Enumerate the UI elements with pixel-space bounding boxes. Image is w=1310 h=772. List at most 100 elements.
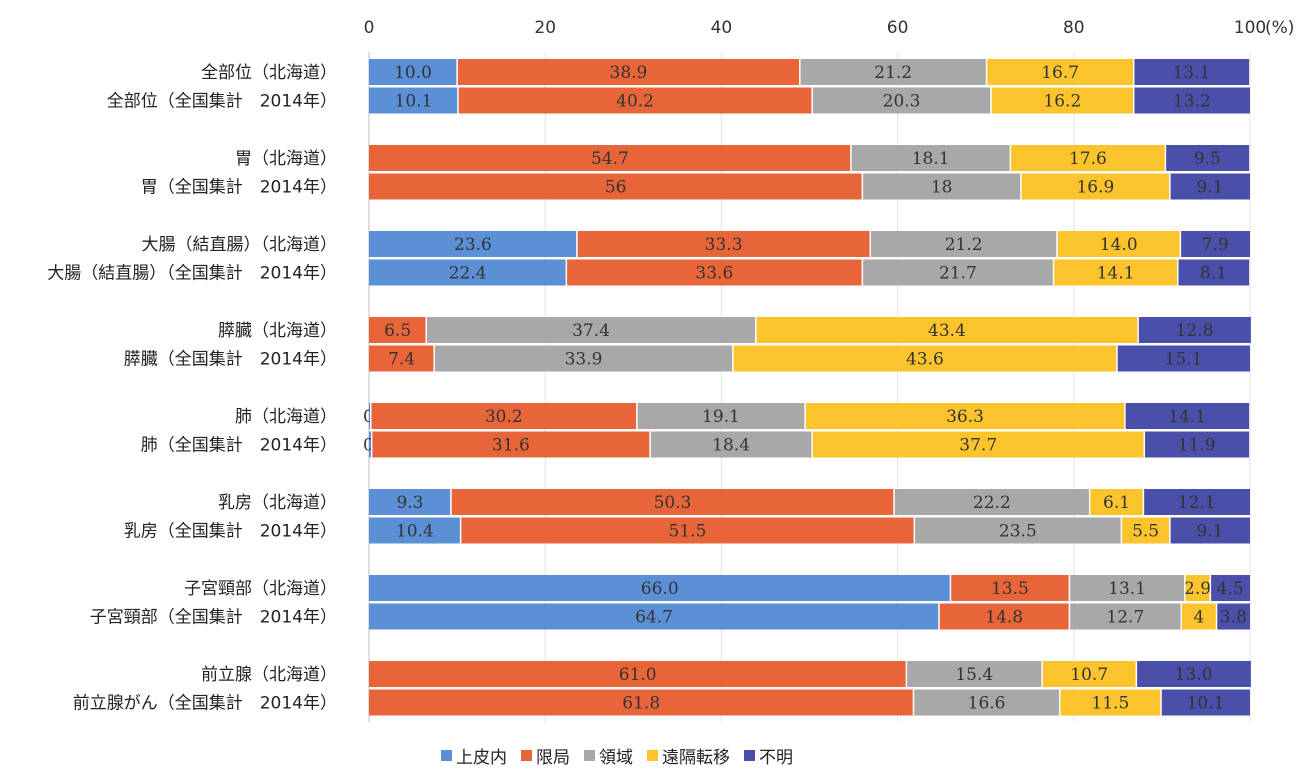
legend-label: 領域 xyxy=(599,748,633,768)
data-label: 31.6 xyxy=(492,436,530,456)
bar-segment xyxy=(434,345,733,372)
data-label: 61.0 xyxy=(619,665,657,685)
bars: 10.0 38.9 21.2 16.7 13.1 10.1 40.2 20.3 16.2 13.2… xyxy=(363,59,1251,716)
category-labels: 全部位（北海道） 全部位（全国集計 2014年） 胃（北海道） 胃（全国集計 2014… xyxy=(47,63,337,714)
data-label: 54.7 xyxy=(591,149,629,169)
data-label: 56 xyxy=(605,178,627,198)
data-label: 6.1 xyxy=(1103,493,1130,513)
bar-segment xyxy=(1133,59,1250,85)
bar-segment xyxy=(870,231,1058,257)
bar-segment xyxy=(990,87,1134,114)
data-label: 12.1 xyxy=(1178,493,1216,513)
bar-segment xyxy=(1143,489,1250,515)
data-label: 37.4 xyxy=(572,321,610,341)
bar-segment xyxy=(369,689,914,716)
bar-segment xyxy=(913,689,1060,716)
data-label: 13.1 xyxy=(1172,63,1210,83)
category-label: 子宮頸部（全国集計 2014年） xyxy=(90,608,337,628)
legend-label: 上皮内 xyxy=(456,748,507,768)
bar-row: 54.7 18.1 17.6 9.5 xyxy=(369,145,1250,171)
x-axis-ticks: 0 20 40 60 80 100(%) xyxy=(364,18,1295,38)
bar-segment xyxy=(369,317,427,343)
bar-segment xyxy=(650,431,813,458)
x-tick-label: 40 xyxy=(711,18,733,38)
bar-segment xyxy=(370,403,637,429)
bar-segment xyxy=(1165,145,1250,171)
bar-segment xyxy=(1169,173,1250,200)
bar-segment xyxy=(1210,575,1250,601)
data-label: 21.2 xyxy=(945,235,983,255)
bar-segment xyxy=(1184,575,1211,601)
x-axis-unit: (%) xyxy=(1265,18,1294,38)
bar-segment xyxy=(1181,603,1217,630)
bar-segment xyxy=(906,661,1043,687)
data-label: 11.9 xyxy=(1178,436,1216,456)
bar-row: 10.1 40.2 20.3 16.2 13.2 xyxy=(369,87,1250,114)
category-label: 子宮頸部（北海道） xyxy=(184,579,337,599)
data-label: 7.4 xyxy=(388,350,415,370)
legend-item: 上皮内 xyxy=(441,748,507,768)
data-label: 13.5 xyxy=(991,579,1029,599)
legend: 上皮内 限局 領域 遠隔転移 不明 xyxy=(441,748,793,768)
category-label: 肺（北海道） xyxy=(235,407,337,427)
category-label: 膵臓（全国集計 2014年） xyxy=(124,350,337,370)
data-label: 21.7 xyxy=(939,264,977,284)
data-label: 30.2 xyxy=(485,407,523,427)
data-label: 9.1 xyxy=(1196,178,1223,198)
data-label: 33.3 xyxy=(705,235,743,255)
bar-segment xyxy=(369,231,577,257)
bar-segment xyxy=(1059,689,1162,716)
legend-swatch xyxy=(441,750,452,761)
bar-segment xyxy=(576,231,871,257)
category-label: 大腸（結直腸）（全国集計 2014年） xyxy=(47,264,337,284)
bar-segment xyxy=(369,345,435,372)
legend-swatch xyxy=(647,750,658,761)
bar-segment xyxy=(894,489,1090,515)
data-label: 7.9 xyxy=(1202,235,1229,255)
bar-segment xyxy=(1124,403,1250,429)
data-label: 12.7 xyxy=(1106,608,1144,628)
bar-segment xyxy=(1144,431,1250,458)
data-label: 21.2 xyxy=(874,63,912,83)
data-label: 10.7 xyxy=(1070,665,1108,685)
data-label: 3.8 xyxy=(1220,608,1247,628)
data-label: 50.3 xyxy=(654,493,692,513)
bar-segment xyxy=(426,317,756,343)
bar-segment xyxy=(1169,517,1250,544)
bar-segment xyxy=(1133,87,1250,114)
data-label: 9.5 xyxy=(1194,149,1221,169)
bar-row: 9.3 50.3 22.2 6.1 12.1 xyxy=(369,489,1250,515)
data-label: 13.0 xyxy=(1175,665,1213,685)
data-label: 10.4 xyxy=(396,522,434,542)
bar-segment xyxy=(369,603,940,630)
data-label: 16.9 xyxy=(1076,178,1114,198)
x-tick-label: 20 xyxy=(534,18,556,38)
bar-segment xyxy=(1042,661,1137,687)
bar-row: 0.230.219.136.314.1 xyxy=(363,403,1250,429)
bar-segment xyxy=(914,517,1122,544)
data-label: 9.1 xyxy=(1196,522,1223,542)
bar-segment xyxy=(371,431,651,458)
category-label: 胃（北海道） xyxy=(235,149,337,169)
bar-row: 22.4 33.6 21.7 14.1 8.1 xyxy=(369,259,1250,286)
bar-segment xyxy=(369,173,863,200)
bar-row: 10.0 38.9 21.2 16.7 13.1 xyxy=(369,59,1250,85)
category-label: 胃（全国集計 2014年） xyxy=(141,178,337,198)
bar-segment xyxy=(1136,661,1251,687)
data-label: 51.5 xyxy=(669,522,707,542)
bar-segment xyxy=(1216,603,1250,630)
bar-segment xyxy=(566,259,863,286)
bar-segment xyxy=(799,59,987,85)
data-label: 15.1 xyxy=(1165,350,1203,370)
bar-segment xyxy=(460,517,915,544)
data-label: 12.8 xyxy=(1176,321,1214,341)
legend-label: 遠隔転移 xyxy=(662,748,730,768)
bar-row: 10.4 51.5 23.5 5.5 9.1 xyxy=(369,517,1250,544)
data-label: 61.8 xyxy=(622,694,660,714)
legend-swatch xyxy=(521,750,532,761)
data-label: 23.6 xyxy=(454,235,492,255)
bar-segment xyxy=(805,403,1125,429)
data-label: 15.4 xyxy=(955,665,993,685)
data-label: 33.9 xyxy=(565,350,603,370)
